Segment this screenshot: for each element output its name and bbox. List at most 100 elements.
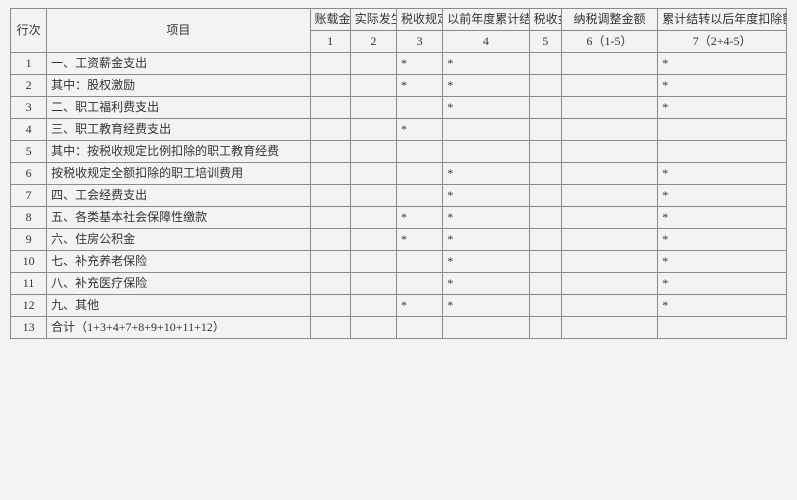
table-row: 6按税收规定全额扣除的职工培训费用** <box>11 163 787 185</box>
table-row: 12九、其他*** <box>11 295 787 317</box>
cell-c7: * <box>658 273 787 295</box>
cell-c4: * <box>443 185 529 207</box>
cell-c7: * <box>658 185 787 207</box>
cell-c2 <box>350 97 396 119</box>
table-row: 5其中：按税收规定比例扣除的职工教育经费 <box>11 141 787 163</box>
table-row: 11八、补充医疗保险 * * <box>11 273 787 295</box>
cell-c5 <box>529 141 561 163</box>
cell-c2 <box>350 141 396 163</box>
cell-item: 五、各类基本社会保障性缴款 <box>47 207 310 229</box>
cell-item: 四、工会经费支出 <box>47 185 310 207</box>
cell-c5 <box>529 273 561 295</box>
hdr-sub-7: 7（2+4-5） <box>658 31 787 53</box>
cell-row-no: 11 <box>11 273 47 295</box>
cell-c6 <box>561 207 657 229</box>
cell-item: 六、住房公积金 <box>47 229 310 251</box>
cell-c6 <box>561 251 657 273</box>
cell-c1 <box>310 251 350 273</box>
table-row: 7四、工会经费支出 * * <box>11 185 787 207</box>
cell-c2 <box>350 163 396 185</box>
cell-c7: * <box>658 251 787 273</box>
cell-c2 <box>350 251 396 273</box>
cell-c3 <box>396 185 442 207</box>
cell-c3: * <box>396 119 442 141</box>
cell-c2 <box>350 229 396 251</box>
cell-c7 <box>658 119 787 141</box>
cell-c4: * <box>443 229 529 251</box>
cell-c6 <box>561 185 657 207</box>
table-row: 10七、补充养老保险** <box>11 251 787 273</box>
cell-c1 <box>310 97 350 119</box>
table-row: 9六、住房公积金*** <box>11 229 787 251</box>
table-header: 行次 项目 账载金额 实际发生额 税收规定扣除率 以前年度累计结转扣除额 税收金… <box>11 9 787 53</box>
cell-c7: * <box>658 97 787 119</box>
cell-c5 <box>529 207 561 229</box>
cell-c3: * <box>396 53 442 75</box>
hdr-tax-amount: 税收金额 <box>529 9 561 31</box>
cell-c1 <box>310 229 350 251</box>
cell-c1 <box>310 119 350 141</box>
cell-c1 <box>310 185 350 207</box>
table-body: 1一、工资薪金支出***2其中：股权激励***3二、职工福利费支出**4三、职工… <box>11 53 787 339</box>
cell-c4: * <box>443 97 529 119</box>
cell-c5 <box>529 185 561 207</box>
cell-row-no: 6 <box>11 163 47 185</box>
cell-c7: * <box>658 163 787 185</box>
cell-c2 <box>350 185 396 207</box>
cell-row-no: 7 <box>11 185 47 207</box>
cell-c7 <box>658 141 787 163</box>
hdr-sub-3: 3 <box>396 31 442 53</box>
cell-item: 七、补充养老保险 <box>47 251 310 273</box>
tax-table: 行次 项目 账载金额 实际发生额 税收规定扣除率 以前年度累计结转扣除额 税收金… <box>10 8 787 339</box>
cell-c6 <box>561 295 657 317</box>
hdr-sub-6: 6（1-5） <box>561 31 657 53</box>
cell-c6 <box>561 53 657 75</box>
cell-c5 <box>529 75 561 97</box>
hdr-sub-4: 4 <box>443 31 529 53</box>
cell-item: 二、职工福利费支出 <box>47 97 310 119</box>
cell-c3 <box>396 251 442 273</box>
cell-c7 <box>658 317 787 339</box>
hdr-carry-forward: 累计结转以后年度扣除额 <box>658 9 787 31</box>
cell-c7: * <box>658 53 787 75</box>
cell-c5 <box>529 97 561 119</box>
cell-c6 <box>561 163 657 185</box>
cell-c3: * <box>396 229 442 251</box>
cell-c4: * <box>443 273 529 295</box>
table-row: 3二、职工福利费支出** <box>11 97 787 119</box>
hdr-deduct-rate: 税收规定扣除率 <box>396 9 442 31</box>
cell-c1 <box>310 317 350 339</box>
cell-item: 八、补充医疗保险 <box>47 273 310 295</box>
hdr-book-amount: 账载金额 <box>310 9 350 31</box>
cell-c6 <box>561 317 657 339</box>
cell-c5 <box>529 119 561 141</box>
cell-c2 <box>350 273 396 295</box>
cell-c5 <box>529 251 561 273</box>
cell-row-no: 12 <box>11 295 47 317</box>
cell-c5 <box>529 295 561 317</box>
worksheet: 行次 项目 账载金额 实际发生额 税收规定扣除率 以前年度累计结转扣除额 税收金… <box>0 0 797 500</box>
cell-c1 <box>310 273 350 295</box>
cell-c6 <box>561 119 657 141</box>
cell-c7: * <box>658 207 787 229</box>
cell-c1 <box>310 141 350 163</box>
cell-c3: * <box>396 295 442 317</box>
cell-c4 <box>443 317 529 339</box>
cell-item: 其中：按税收规定比例扣除的职工教育经费 <box>47 141 310 163</box>
cell-c7: * <box>658 229 787 251</box>
cell-c3: * <box>396 207 442 229</box>
cell-c6 <box>561 75 657 97</box>
cell-c2 <box>350 53 396 75</box>
cell-c2 <box>350 317 396 339</box>
cell-c5 <box>529 53 561 75</box>
hdr-sub-1: 1 <box>310 31 350 53</box>
cell-item: 九、其他 <box>47 295 310 317</box>
cell-c6 <box>561 273 657 295</box>
cell-row-no: 1 <box>11 53 47 75</box>
cell-item: 一、工资薪金支出 <box>47 53 310 75</box>
cell-row-no: 13 <box>11 317 47 339</box>
cell-row-no: 9 <box>11 229 47 251</box>
hdr-tax-adjust: 纳税调整金额 <box>561 9 657 31</box>
cell-c3 <box>396 317 442 339</box>
cell-c1 <box>310 207 350 229</box>
